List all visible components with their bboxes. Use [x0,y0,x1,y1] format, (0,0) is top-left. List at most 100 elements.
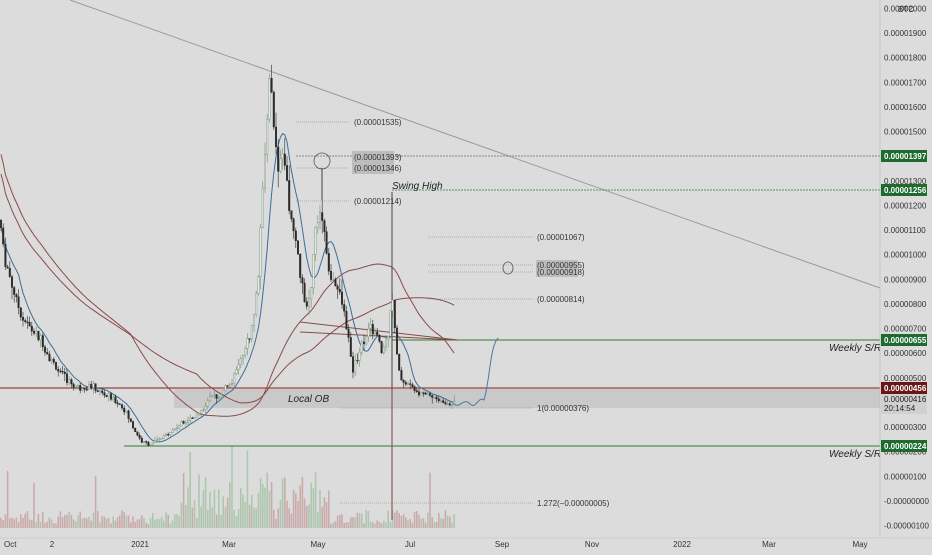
candle-body[interactable] [380,341,383,354]
candle-body[interactable] [87,384,90,390]
candle-body[interactable] [297,240,300,255]
candle-body[interactable] [35,330,38,334]
candle-body[interactable] [418,391,421,396]
candle-body[interactable] [356,359,359,362]
candle-body[interactable] [13,287,16,295]
candle-body[interactable] [103,392,106,396]
candle-body[interactable] [158,438,161,441]
candle-body[interactable] [6,266,9,269]
candle-body[interactable] [325,231,328,254]
candle-body[interactable] [22,317,25,321]
candle-body[interactable] [33,330,36,334]
candle-body[interactable] [206,400,209,407]
candle-body[interactable] [41,335,44,348]
candle-body[interactable] [233,373,236,384]
candle-body[interactable] [123,407,126,413]
candle-body[interactable] [180,421,183,426]
candle-body[interactable] [24,320,27,322]
candle-body[interactable] [222,390,225,395]
candle-body[interactable] [195,413,198,418]
candle-body[interactable] [252,314,255,326]
candle-body[interactable] [391,299,394,311]
candle-body[interactable] [451,404,454,406]
candle-body[interactable] [118,403,121,405]
candle-body[interactable] [400,370,403,381]
candle-body[interactable] [404,382,407,385]
candle-body[interactable] [197,412,200,415]
candle-body[interactable] [323,220,326,232]
candle-body[interactable] [345,311,348,330]
candle-body[interactable] [398,353,401,371]
candle-body[interactable] [94,383,97,391]
candle-body[interactable] [396,327,399,355]
candle-body[interactable] [374,331,377,335]
candle-body[interactable] [360,341,363,353]
candle-body[interactable] [437,398,440,401]
candle-body[interactable] [184,422,187,424]
drawn-circle-1[interactable] [313,152,331,170]
candle-body[interactable] [8,267,11,277]
candle-body[interactable] [321,212,324,221]
candle-body[interactable] [149,444,152,446]
candle-body[interactable] [215,394,218,399]
candle-body[interactable] [440,400,443,402]
candle-body[interactable] [182,421,185,424]
candle-body[interactable] [70,379,73,385]
candle-body[interactable] [92,383,95,388]
candle-body[interactable] [290,210,293,220]
candle-body[interactable] [393,299,396,329]
candle-body[interactable] [147,442,150,446]
candle-body[interactable] [444,402,447,405]
candle-body[interactable] [334,279,337,287]
candle-body[interactable] [308,298,311,307]
candle-body[interactable] [219,394,222,398]
candle-body[interactable] [52,358,55,363]
candle-body[interactable] [424,392,427,395]
candle-body[interactable] [264,154,267,189]
candle-body[interactable] [138,435,141,439]
candle-body[interactable] [131,421,134,429]
candle-body[interactable] [385,338,388,348]
candle-body[interactable] [367,328,370,337]
candle-body[interactable] [387,336,390,340]
candle-body[interactable] [186,420,189,423]
candle-body[interactable] [76,385,79,387]
candle-body[interactable] [169,432,172,435]
candle-body[interactable] [248,338,251,340]
candle-body[interactable] [96,390,99,392]
candle-body[interactable] [164,434,167,436]
candle-body[interactable] [301,277,304,284]
candle-body[interactable] [61,370,64,373]
candle-body[interactable] [2,227,5,245]
candle-body[interactable] [365,336,368,345]
candle-body[interactable] [266,119,269,155]
candle-body[interactable] [431,395,434,398]
candle-body[interactable] [255,293,258,315]
candle-body[interactable] [68,379,71,383]
candle-body[interactable] [217,397,220,399]
candle-body[interactable] [369,324,372,329]
candle-body[interactable] [74,385,77,388]
candle-body[interactable] [299,254,302,278]
candle-body[interactable] [305,301,308,307]
candle-body[interactable] [72,383,75,388]
candle-body[interactable] [378,335,381,342]
candle-body[interactable] [303,282,306,302]
candle-body[interactable] [19,307,22,318]
candle-body[interactable] [44,346,47,353]
candle-body[interactable] [134,427,137,432]
candle-body[interactable] [109,393,112,400]
candle-body[interactable] [208,396,211,401]
candle-body[interactable] [142,440,145,443]
candle-body[interactable] [57,369,60,372]
candle-body[interactable] [246,338,249,349]
candle-body[interactable] [363,341,366,345]
candle-body[interactable] [257,276,260,294]
candle-body[interactable] [349,337,352,357]
candle-body[interactable] [341,291,344,305]
candle-body[interactable] [244,348,247,356]
candle-body[interactable] [125,410,128,413]
candle-body[interactable] [81,388,84,391]
candle-body[interactable] [116,402,119,405]
candle-body[interactable] [50,358,53,362]
